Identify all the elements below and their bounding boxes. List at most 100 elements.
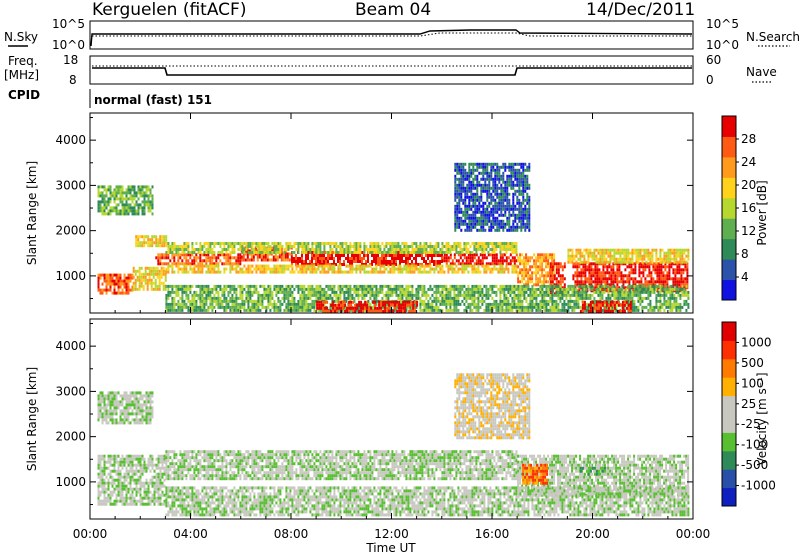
power-cell (405, 294, 407, 297)
power-cell (197, 285, 199, 288)
power-cell (261, 297, 263, 300)
power-cell (619, 249, 621, 252)
power-cell (421, 251, 423, 254)
power-cell (399, 245, 401, 248)
power-cell (589, 252, 591, 255)
power-cell (556, 277, 558, 280)
power-cell (654, 268, 656, 271)
power-cell (375, 268, 377, 271)
power-cell (379, 248, 381, 251)
power-cell (205, 288, 207, 291)
power-cell (193, 309, 195, 312)
power-cell (277, 248, 279, 251)
power-cell (523, 265, 525, 268)
power-cell (219, 285, 221, 288)
power-cell (415, 265, 417, 268)
power-cell (301, 271, 303, 274)
power-cell (347, 251, 349, 254)
power-cell (558, 268, 560, 271)
power-cell (201, 248, 203, 251)
power-cell (610, 268, 612, 271)
power-cell (148, 206, 150, 209)
power-cell (317, 285, 319, 288)
power-cell (118, 197, 120, 200)
power-cell (435, 288, 437, 291)
power-cell (108, 277, 110, 280)
power-cell (185, 288, 187, 291)
power-cell (559, 297, 561, 300)
power-cell (454, 181, 456, 184)
power-cell (649, 288, 651, 291)
power-cell (231, 242, 233, 245)
power-cell (521, 259, 523, 262)
power-cell (469, 265, 471, 268)
power-cell (525, 268, 527, 271)
power-cell (299, 268, 301, 271)
power-cell (659, 258, 661, 261)
power-cell (401, 257, 403, 260)
power-cell (329, 265, 331, 268)
power-cell (385, 245, 387, 248)
power-cell (565, 291, 567, 294)
power-cell (575, 297, 577, 300)
power-cell (263, 265, 265, 268)
power-cell (285, 268, 287, 271)
power-cell (425, 265, 427, 268)
power-cell (349, 257, 351, 260)
power-cell (481, 265, 483, 268)
power-cell (293, 309, 295, 312)
power-cell (465, 306, 467, 309)
power-cell (641, 288, 643, 291)
power-cell (501, 291, 503, 294)
power-cell (377, 294, 379, 297)
power-cell (120, 274, 122, 277)
power-cell (452, 259, 454, 262)
power-cell (183, 271, 185, 274)
power-cell (145, 270, 147, 273)
power-cell (444, 259, 446, 262)
power-cell (377, 257, 379, 260)
power-cell (215, 300, 217, 303)
power-cell (499, 271, 501, 274)
power-cell (397, 268, 399, 271)
power-cell (379, 251, 381, 254)
power-cell (467, 303, 469, 306)
power-cell (403, 260, 405, 263)
power-cell (513, 297, 515, 300)
power-cell (549, 288, 551, 291)
power-cell (183, 285, 185, 288)
power-cell (571, 288, 573, 291)
power-cell (189, 251, 191, 254)
power-cell (135, 238, 137, 241)
power-cell (500, 259, 502, 262)
power-cell (287, 294, 289, 297)
power-cell (477, 294, 479, 297)
power-cell (617, 294, 619, 297)
power-cell (409, 251, 411, 254)
power-cell (118, 212, 120, 215)
power-cell (247, 288, 249, 291)
power-cell (391, 265, 393, 268)
power-cell (149, 267, 151, 270)
power-cell (253, 256, 255, 259)
power-cell (509, 248, 511, 251)
power-cell (253, 291, 255, 294)
power-cell (343, 248, 345, 251)
power-cell (543, 256, 545, 259)
power-cell (289, 259, 291, 262)
power-cell (255, 265, 257, 268)
freq-label-line2: [MHz] (4, 68, 39, 82)
power-cell (257, 300, 259, 303)
power-cell (459, 251, 461, 254)
power-cell (620, 277, 622, 280)
power-cell (598, 280, 600, 283)
power-cell (313, 242, 315, 245)
power-cell (213, 288, 215, 291)
power-cell (309, 303, 311, 306)
power-cell (461, 268, 463, 271)
power-cell (533, 262, 535, 265)
power-cell (461, 294, 463, 297)
power-cell (301, 294, 303, 297)
power-cell (193, 303, 195, 306)
power-cell (555, 300, 557, 303)
